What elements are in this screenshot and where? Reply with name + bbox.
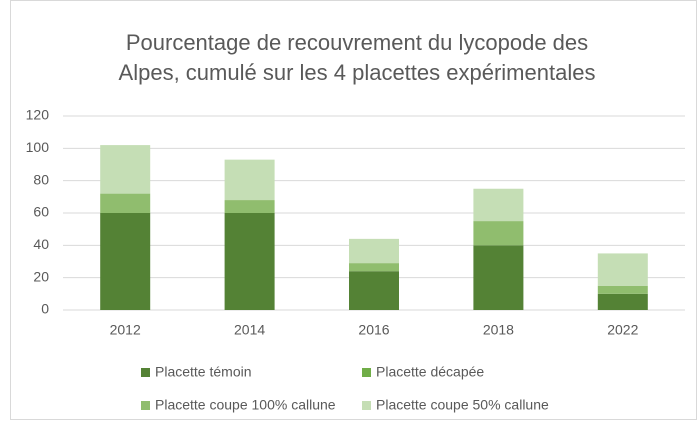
bar-segment (597, 293, 648, 310)
bar-segment (224, 159, 275, 201)
bar-segment (597, 253, 648, 286)
y-tick-label: 0 (41, 301, 49, 317)
x-tick-label: 2018 (483, 322, 514, 338)
bar-segment (224, 200, 275, 213)
bar-segment (349, 271, 399, 310)
legend-label: Placette décapée (376, 364, 484, 380)
y-tick-label: 60 (33, 204, 49, 220)
legend-label: Placette témoin (155, 364, 252, 380)
legend-swatch (141, 401, 150, 410)
bar-segment (473, 221, 524, 246)
y-tick-label: 80 (33, 171, 49, 187)
chart-title: Alpes, cumulé sur les 4 placettes expéri… (119, 60, 596, 85)
legend-swatch (141, 368, 150, 377)
bar-segment (100, 193, 151, 213)
x-tick-label: 2012 (110, 322, 141, 338)
bar-segment (349, 263, 399, 272)
chart-border (10, 0, 697, 420)
bar-segment (473, 188, 524, 222)
bar-segment (224, 213, 275, 310)
legend-swatch (362, 401, 371, 410)
legend-swatch (362, 368, 371, 377)
bar-segment (473, 245, 524, 310)
y-tick-label: 40 (33, 236, 49, 252)
bar-segment (100, 213, 151, 310)
x-tick-label: 2022 (607, 322, 638, 338)
x-tick-label: 2016 (358, 322, 389, 338)
bar-segment (597, 285, 648, 294)
legend-label: Placette coupe 100% callune (155, 397, 336, 413)
x-tick-label: 2014 (234, 322, 265, 338)
bar-segment (100, 145, 151, 194)
bar-segment (349, 238, 399, 264)
y-tick-label: 100 (26, 139, 50, 155)
chart-title: Pourcentage de recouvrement du lycopode … (126, 30, 588, 55)
y-tick-label: 20 (33, 268, 49, 284)
y-tick-label: 120 (26, 107, 50, 123)
legend-label: Placette coupe 50% callune (376, 397, 549, 413)
